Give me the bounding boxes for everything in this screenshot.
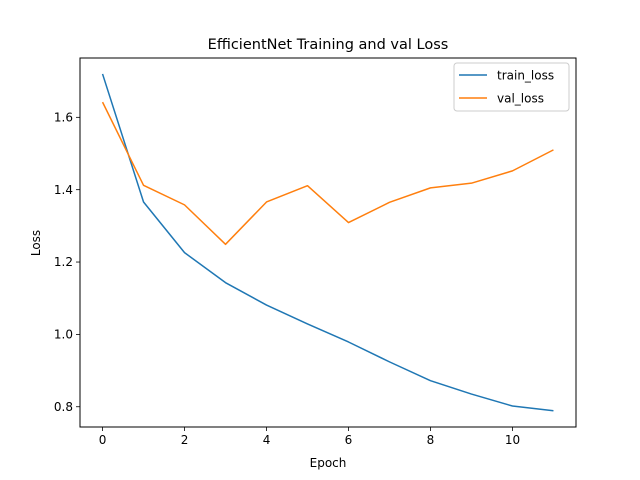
x-tick-label: 0 <box>99 433 107 447</box>
x-tick-label: 8 <box>427 433 435 447</box>
chart-title: EfficientNet Training and val Loss <box>208 37 449 53</box>
x-tick-label: 6 <box>345 433 353 447</box>
legend-label-train-loss: train_loss <box>497 69 554 83</box>
y-axis-label: Loss <box>29 230 43 256</box>
y-tick-label: 0.8 <box>54 400 73 414</box>
y-tick-label: 1.2 <box>54 255 73 269</box>
x-axis-ticks: 0 2 4 6 8 10 <box>99 427 520 447</box>
x-axis-label: Epoch <box>310 456 347 470</box>
x-tick-label: 10 <box>505 433 520 447</box>
y-tick-label: 1.0 <box>54 328 73 342</box>
series-line-train-loss <box>101 73 554 412</box>
y-tick-label: 1.6 <box>54 111 73 125</box>
y-tick-label: 1.4 <box>54 183 73 197</box>
series-layer <box>101 73 554 412</box>
legend: train_loss val_loss <box>453 62 570 112</box>
x-tick-label: 4 <box>263 433 271 447</box>
legend-label-val-loss: val_loss <box>497 92 544 106</box>
plot-frame <box>79 57 577 428</box>
series-line-val-loss <box>101 101 554 246</box>
x-tick-label: 2 <box>181 433 189 447</box>
y-axis-ticks: 0.8 1.0 1.2 1.4 1.6 <box>54 111 80 414</box>
